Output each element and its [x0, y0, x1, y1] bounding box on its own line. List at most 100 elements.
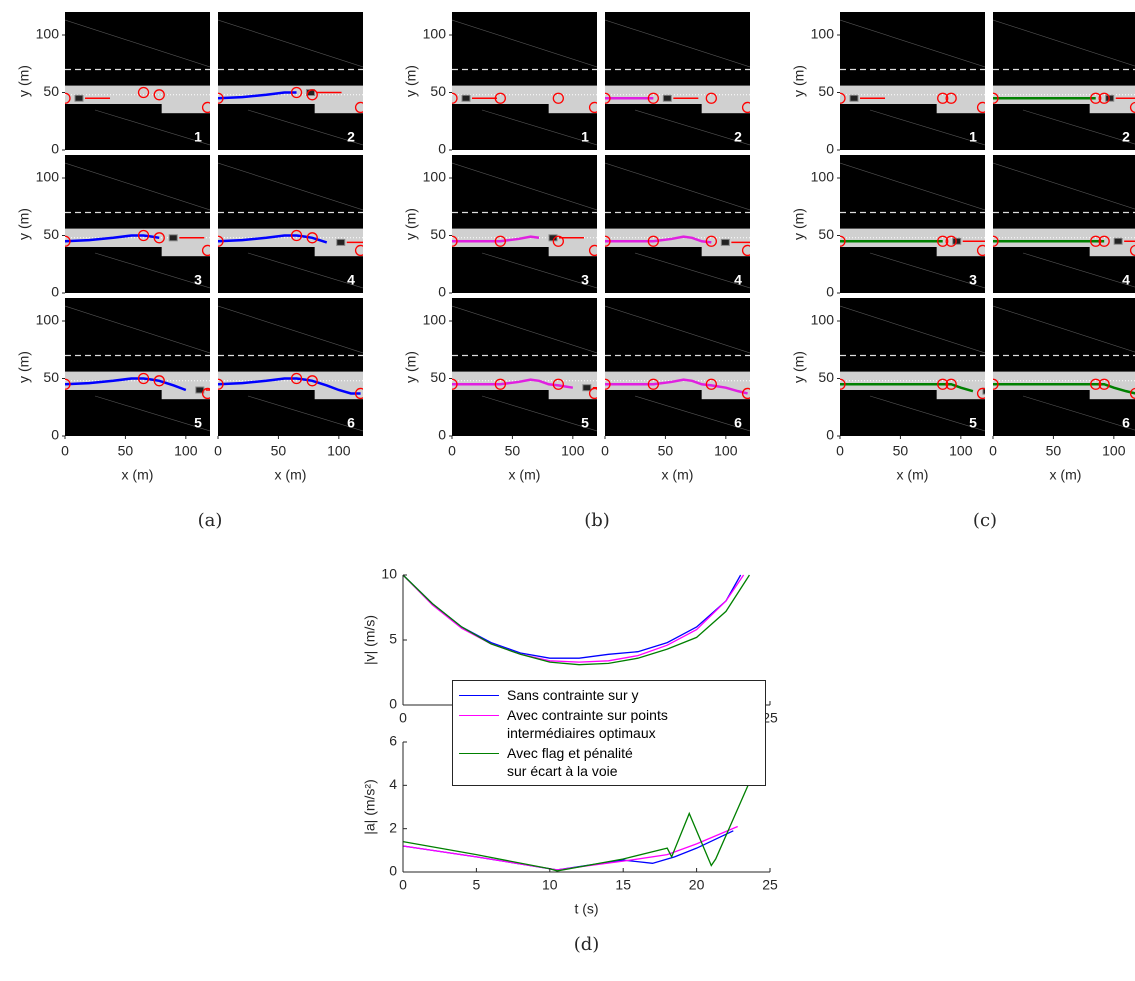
y-tick-label: 100: [811, 26, 835, 42]
waypoint: [1129, 101, 1135, 114]
waypoint: [137, 372, 150, 385]
y-tick-label: 100: [423, 26, 447, 42]
y-tick-label: 100: [36, 26, 60, 42]
waypoint: [1098, 235, 1110, 247]
y-tick-label: 0: [826, 284, 834, 300]
panel-bg: [218, 155, 363, 293]
waypoint: [705, 92, 717, 104]
waypoint: [741, 101, 750, 114]
car: [982, 387, 985, 395]
y-tick-label: 100: [811, 312, 835, 328]
trajectory: [993, 383, 1135, 395]
y-axis-label: y (m): [791, 65, 807, 97]
panel: 4: [218, 155, 363, 293]
y-axis-label: y (m): [403, 65, 419, 97]
car: [1113, 237, 1123, 245]
waypoint: [201, 101, 210, 114]
series-line: [402, 574, 750, 666]
decor: [452, 19, 597, 68]
waypoint: [137, 229, 150, 242]
waypoint: [452, 92, 458, 104]
waypoint: [1098, 378, 1110, 390]
trajectory: [218, 91, 297, 100]
panel: 1: [840, 12, 985, 150]
x-axis-label: x (m): [509, 467, 541, 483]
y-tick-label: 100: [811, 169, 835, 185]
x-tick-label: 25: [762, 710, 778, 726]
trajectory: [605, 378, 748, 395]
x-axis-label: x (m): [122, 467, 154, 483]
waypoint: [1129, 387, 1135, 400]
y-tick-label: 10: [381, 566, 397, 582]
y-tick-label: 0: [51, 284, 59, 300]
decor: [452, 162, 597, 211]
trajectory: [65, 377, 187, 392]
waypoint: [306, 89, 318, 101]
waypoint: [552, 378, 564, 390]
y-tick-label: 0: [389, 696, 397, 712]
legend-swatch: [459, 695, 499, 696]
y-tick-label: 50: [430, 226, 446, 242]
waypoint: [552, 235, 564, 247]
waypoint: [452, 378, 458, 390]
x-tick-label: 0: [214, 443, 222, 459]
road: [701, 390, 750, 400]
decor: [869, 109, 985, 146]
panel: 3: [65, 155, 210, 293]
road: [936, 247, 985, 257]
panel-number: 3: [581, 272, 589, 288]
panel: 2: [605, 12, 750, 150]
y-axis-label: y (m): [403, 351, 419, 383]
waypoint: [647, 378, 659, 390]
panel-bg: [65, 298, 210, 436]
waypoint: [605, 378, 611, 390]
decor: [481, 252, 597, 289]
y-tick-label: 50: [430, 369, 446, 385]
panel: 5: [452, 298, 597, 436]
waypoint: [945, 235, 957, 247]
waypoint: [840, 378, 846, 390]
y-axis-label: y (m): [403, 208, 419, 240]
x-axis-label: x (m): [897, 467, 929, 483]
panel-bg: [605, 155, 750, 293]
waypoint: [976, 101, 985, 114]
waypoint: [290, 86, 303, 99]
decor: [993, 19, 1135, 67]
y-tick-label: 100: [423, 312, 447, 328]
waypoint: [452, 235, 458, 247]
panel-bg: [993, 298, 1135, 436]
y-axis-label: |a| (m/s²): [362, 779, 378, 835]
y-tick-label: 0: [389, 863, 397, 879]
y-tick-label: 0: [826, 141, 834, 157]
decor: [840, 19, 985, 68]
y-tick-label: 0: [51, 141, 59, 157]
panel: 2: [218, 12, 363, 150]
waypoint: [741, 387, 750, 400]
x-tick-label: 50: [658, 443, 674, 459]
panel: 3: [840, 155, 985, 293]
waypoint: [937, 378, 949, 390]
panel-number: 6: [1122, 415, 1130, 431]
y-tick-label: 0: [438, 427, 446, 443]
panel-number: 6: [347, 415, 355, 431]
decor: [218, 19, 363, 68]
series-line: [402, 574, 745, 663]
trajectory: [218, 234, 328, 244]
waypoint: [354, 387, 363, 400]
waypoint: [1098, 92, 1110, 104]
waypoint: [552, 92, 564, 104]
waypoint: [65, 378, 71, 390]
y-axis-label: |v| (m/s): [362, 615, 378, 665]
waypoint: [1090, 235, 1102, 247]
x-tick-label: 50: [1046, 443, 1062, 459]
road: [314, 104, 363, 114]
decor: [869, 252, 985, 289]
waypoint: [976, 244, 985, 257]
waypoint: [354, 101, 363, 114]
panel-bg: [65, 12, 210, 150]
y-tick-label: 0: [438, 141, 446, 157]
road: [936, 390, 985, 400]
decor: [840, 162, 985, 211]
legend-entry: Sans contrainte sur y: [459, 686, 759, 704]
decor: [218, 162, 363, 211]
